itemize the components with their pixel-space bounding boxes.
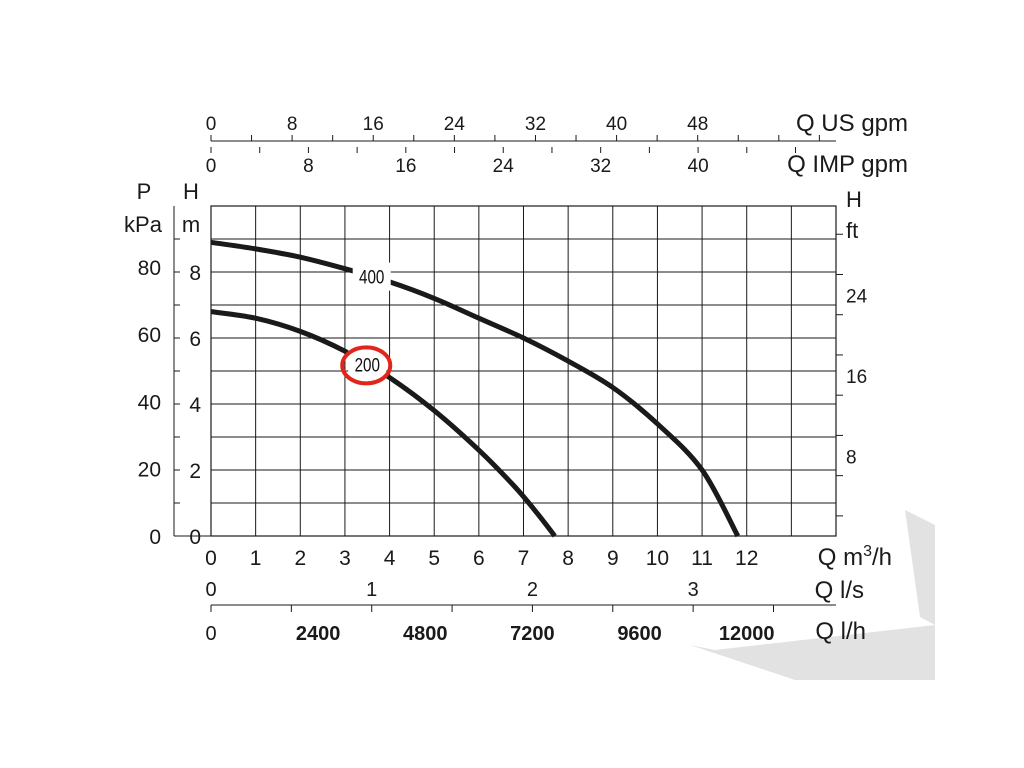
p-axis-unit: kPa [124,212,163,237]
left-tick-label-p-kpa: 40 [138,391,161,414]
x-tick-label-m3h: 6 [473,547,485,570]
us-gpm-tick-label: 0 [206,114,217,135]
ls-tick-label: 3 [688,579,699,601]
curve-label-backdrop-400 [352,262,391,291]
left-tick-label-p-kpa: 20 [138,459,161,482]
x-tick-label-m3h: 0 [205,547,217,570]
x-tick-label-m3h: 2 [294,547,306,570]
curve-label-backdrop-200 [348,350,387,379]
right-tick-label-ft: 8 [846,448,857,469]
series-layer: 400 200 [210,239,741,538]
highlight-circle-200 [340,345,393,386]
x-tick-label-m3h: 5 [428,547,440,570]
imp-gpm-axis-label: Q IMP gpm [787,151,908,178]
us-gpm-tick-label: 24 [444,114,466,135]
lh-tick-label: 12000 [719,623,775,645]
x-tick-label-m3h: 12 [735,547,758,570]
imp-gpm-tick-label: 0 [206,156,217,177]
ls-tick-label: 0 [205,579,216,601]
m3h-axis-label: Q m3/h [818,543,892,571]
x-tick-label-m3h: 1 [250,547,262,570]
us-gpm-tick-label: 32 [525,114,546,135]
curve-label-400: 400 [359,266,384,288]
h-axis-title-right: H [846,187,862,212]
pump-curve-200 [210,309,557,538]
x-tick-label-m3h: 4 [384,547,396,570]
x-tick-label-m3h: 7 [518,547,530,570]
left-tick-label-h-m: 0 [189,526,201,549]
grid [210,205,837,537]
left-tick-label-h-m: 6 [189,328,201,351]
us-gpm-tick-label: 16 [363,114,384,135]
superscript-3: 3 [863,543,872,560]
pump-curve-400 [210,239,741,538]
imp-gpm-tick-label: 40 [688,156,709,177]
left-tick-label-p-kpa: 60 [138,324,161,347]
lh-tick-label: 0 [205,623,216,645]
lh-axis-label: Q l/h [815,618,866,645]
watermark-stroke-upper [905,510,935,625]
right-tick-label-ft: 16 [846,367,867,388]
x-tick-label-m3h: 10 [646,547,669,570]
h-axis-unit-right: ft [846,218,858,243]
imp-gpm-tick-label: 24 [493,156,515,177]
us-gpm-tick-label: 8 [287,114,298,135]
left-tick-label-h-m: 8 [189,262,201,285]
left-tick-label-h-m: 4 [189,394,201,417]
right-tick-label-ft: 24 [846,287,868,308]
imp-gpm-tick-label: 32 [590,156,611,177]
axes [173,135,843,612]
lh-tick-label: 4800 [403,623,448,645]
ls-axis-label: Q l/s [815,577,864,604]
x-tick-label-m3h: 8 [562,547,574,570]
p-axis-title: P [137,179,152,204]
watermark-stroke-lower [690,625,935,680]
lh-tick-label: 9600 [617,623,662,645]
h-axis-title-left: H [183,179,199,204]
left-tick-label-p-kpa: 0 [149,526,161,549]
unit-rest: /h [872,544,892,571]
us-gpm-tick-label: 48 [687,114,708,135]
imp-gpm-tick-label: 16 [395,156,416,177]
imp-gpm-tick-label: 8 [303,156,314,177]
h-axis-unit-left: m [182,212,200,237]
us-gpm-axis-label: Q US gpm [796,110,908,137]
x-tick-label-m3h: 3 [339,547,351,570]
left-tick-label-h-m: 2 [189,460,201,483]
lh-tick-label: 2400 [296,623,341,645]
us-gpm-tick-label: 40 [606,114,627,135]
x-tick-label-m3h: 9 [607,547,619,570]
lh-tick-label: 7200 [510,623,555,645]
x-tick-label-m3h: 11 [691,547,713,570]
ls-tick-label: 1 [366,579,377,601]
ls-tick-label: 2 [527,579,538,601]
left-tick-label-p-kpa: 80 [138,257,161,280]
curve-label-200: 200 [355,354,380,376]
